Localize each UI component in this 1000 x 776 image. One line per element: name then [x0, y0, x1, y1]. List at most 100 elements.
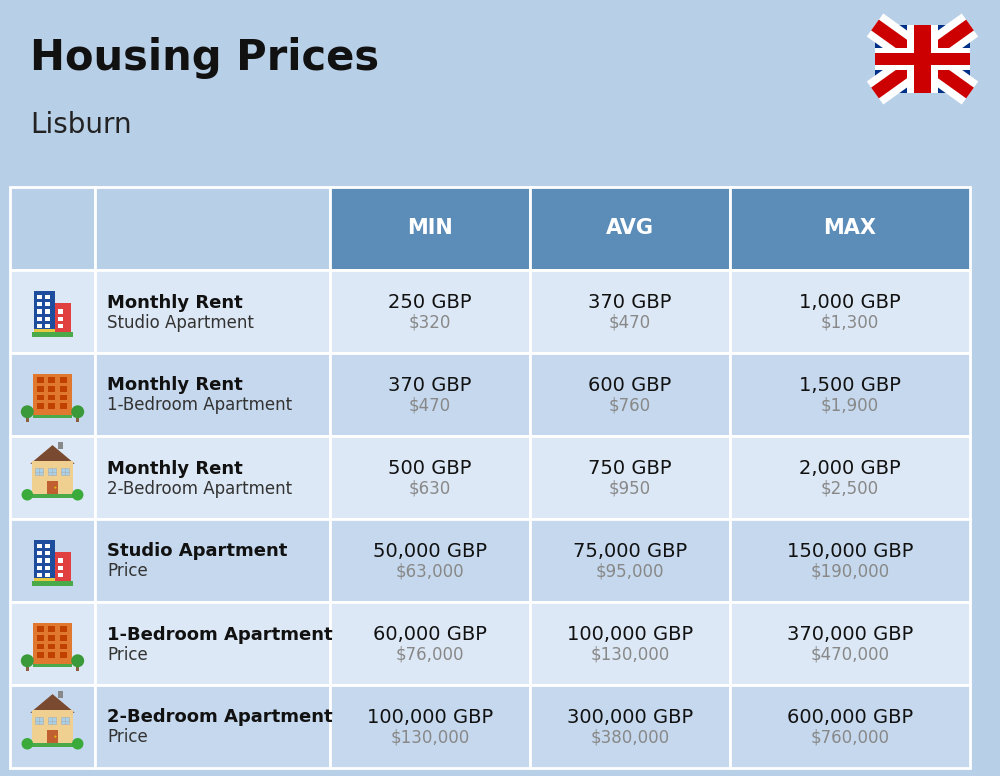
Text: 370 GBP: 370 GBP: [388, 376, 472, 395]
Circle shape: [21, 405, 34, 418]
Text: Price: Price: [107, 646, 148, 663]
Bar: [32, 743, 73, 747]
Text: MIN: MIN: [407, 219, 453, 238]
Bar: [34, 329, 55, 332]
Polygon shape: [30, 694, 75, 713]
Text: $950: $950: [609, 480, 651, 497]
Text: Monthly Rent: Monthly Rent: [107, 293, 243, 311]
Bar: [37, 317, 42, 320]
Text: 150,000 GBP: 150,000 GBP: [787, 542, 913, 561]
Text: $95,000: $95,000: [596, 563, 664, 580]
Text: 600,000 GBP: 600,000 GBP: [787, 708, 913, 727]
Bar: [48, 717, 56, 724]
Text: 100,000 GBP: 100,000 GBP: [567, 625, 693, 644]
Text: Price: Price: [107, 729, 148, 747]
Text: 370,000 GBP: 370,000 GBP: [787, 625, 913, 644]
Bar: [330, 187, 530, 270]
Bar: [530, 353, 730, 436]
Bar: [37, 566, 42, 570]
Bar: [60, 635, 67, 641]
Bar: [37, 635, 44, 641]
Bar: [45, 310, 50, 314]
Bar: [33, 414, 72, 418]
Bar: [10, 353, 95, 436]
Bar: [60, 386, 67, 392]
Bar: [45, 544, 50, 549]
Bar: [95, 270, 330, 353]
Bar: [875, 25, 970, 93]
Bar: [26, 665, 29, 671]
Bar: [58, 310, 63, 314]
Circle shape: [22, 489, 33, 501]
Bar: [58, 442, 63, 449]
Bar: [37, 295, 42, 300]
Text: Studio Apartment: Studio Apartment: [107, 542, 287, 560]
Bar: [33, 374, 72, 414]
Text: 60,000 GBP: 60,000 GBP: [373, 625, 487, 644]
Bar: [58, 559, 63, 563]
Bar: [48, 404, 55, 409]
Bar: [10, 685, 95, 768]
Bar: [330, 685, 530, 768]
Text: 1-Bedroom Apartment: 1-Bedroom Apartment: [107, 397, 292, 414]
Circle shape: [54, 736, 56, 738]
Bar: [35, 468, 43, 476]
Bar: [58, 317, 63, 320]
Bar: [95, 685, 330, 768]
Text: Monthly Rent: Monthly Rent: [107, 459, 243, 477]
Bar: [530, 187, 730, 270]
Bar: [730, 270, 970, 353]
Bar: [875, 48, 970, 70]
Bar: [47, 730, 58, 743]
Bar: [37, 559, 42, 563]
Circle shape: [71, 654, 84, 667]
Text: $470,000: $470,000: [810, 646, 890, 663]
Bar: [730, 602, 970, 685]
Text: 50,000 GBP: 50,000 GBP: [373, 542, 487, 561]
Bar: [60, 626, 67, 632]
Bar: [35, 717, 43, 724]
Bar: [48, 635, 55, 641]
Bar: [48, 394, 55, 400]
Text: 500 GBP: 500 GBP: [388, 459, 472, 478]
Text: 300,000 GBP: 300,000 GBP: [567, 708, 693, 727]
Bar: [33, 663, 72, 667]
Bar: [95, 187, 330, 270]
Text: $1,300: $1,300: [821, 314, 879, 331]
Bar: [37, 643, 44, 650]
Bar: [37, 377, 44, 383]
Bar: [330, 270, 530, 353]
Text: $63,000: $63,000: [396, 563, 464, 580]
Text: $130,000: $130,000: [390, 729, 470, 747]
Circle shape: [22, 738, 33, 750]
Circle shape: [72, 738, 83, 750]
Bar: [45, 302, 50, 307]
Text: $380,000: $380,000: [590, 729, 670, 747]
Circle shape: [21, 654, 34, 667]
Bar: [60, 652, 67, 658]
Bar: [55, 553, 71, 581]
Bar: [37, 551, 42, 556]
Text: 600 GBP: 600 GBP: [588, 376, 672, 395]
Bar: [32, 461, 73, 494]
Bar: [33, 623, 72, 663]
Text: $130,000: $130,000: [590, 646, 670, 663]
Bar: [730, 436, 970, 519]
Text: 2-Bedroom Apartment: 2-Bedroom Apartment: [107, 708, 333, 726]
Text: 1,000 GBP: 1,000 GBP: [799, 293, 901, 312]
Text: MAX: MAX: [824, 219, 876, 238]
Text: $1,900: $1,900: [821, 397, 879, 414]
Bar: [907, 25, 938, 93]
Text: $2,500: $2,500: [821, 480, 879, 497]
Bar: [530, 602, 730, 685]
Bar: [34, 578, 55, 581]
Bar: [10, 436, 95, 519]
Text: $190,000: $190,000: [810, 563, 890, 580]
Bar: [55, 303, 71, 332]
Bar: [48, 468, 56, 476]
Text: 1,500 GBP: 1,500 GBP: [799, 376, 901, 395]
Bar: [45, 566, 50, 570]
Bar: [875, 53, 970, 65]
Bar: [37, 386, 44, 392]
Bar: [60, 377, 67, 383]
